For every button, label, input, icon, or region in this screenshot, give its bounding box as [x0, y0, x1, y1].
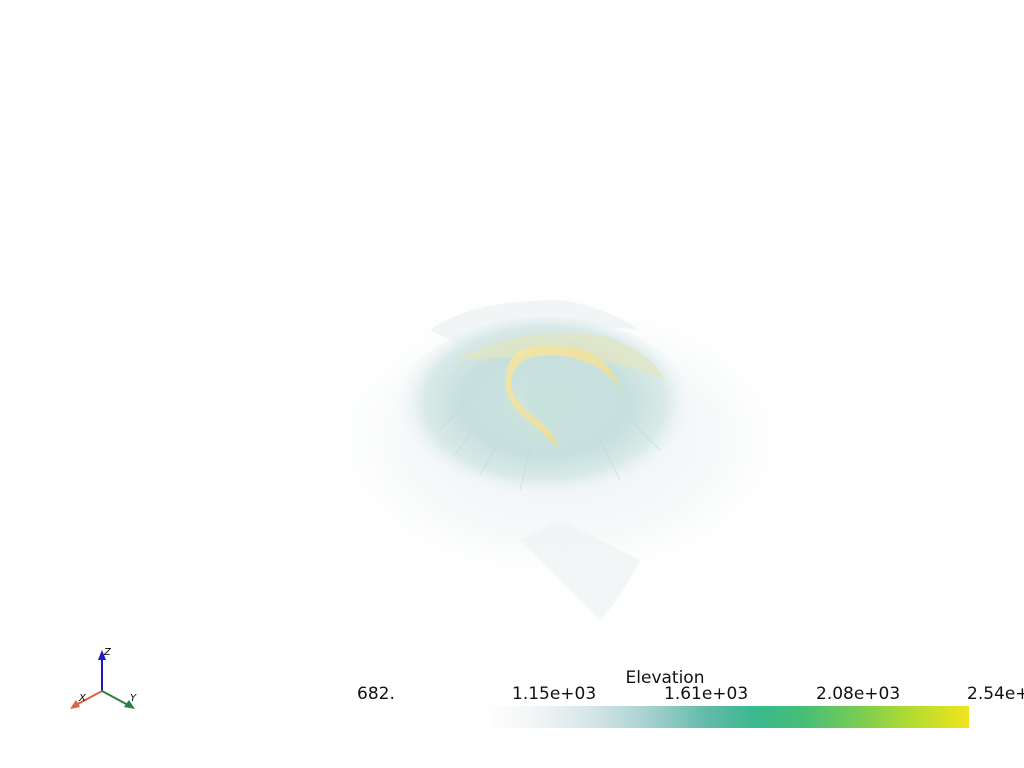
orientation-axes-widget: Z X Y — [70, 647, 137, 709]
scalar-bar-tick: 1.61e+03 — [664, 684, 749, 704]
southern-ridge — [520, 520, 640, 620]
scalar-bar-tick: 2.54e+ — [967, 684, 1024, 704]
scalar-bar-title: Elevation — [625, 668, 705, 688]
scalar-bar-tick: 682. — [357, 684, 395, 704]
upper-slope — [455, 332, 665, 380]
y-axis-label: Y — [130, 693, 137, 704]
caldera-rim — [505, 345, 622, 448]
x-axis-label: X — [78, 693, 87, 704]
x-axis-arrow-icon — [70, 700, 80, 709]
z-axis-label: Z — [103, 647, 112, 658]
scalar-bar-tick: 2.08e+03 — [816, 684, 901, 704]
x-axis-line — [75, 690, 103, 706]
scalar-bar-tick: 1.15e+03 — [512, 684, 597, 704]
y-axis-arrow-icon — [124, 700, 135, 709]
z-axis-arrow-icon — [98, 650, 106, 660]
caldera-floor — [525, 360, 615, 430]
scalar-bar-colormap — [482, 706, 969, 728]
y-axis-line — [101, 690, 129, 706]
slope-ridges — [439, 399, 661, 491]
